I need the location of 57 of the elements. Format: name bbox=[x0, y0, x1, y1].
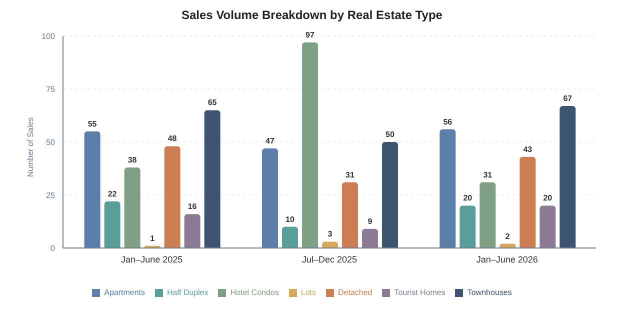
x-tick-label: Jul–Dec 2025 bbox=[302, 254, 358, 264]
y-tick-label: 0 bbox=[50, 244, 56, 253]
data-label: 48 bbox=[168, 134, 178, 144]
bar bbox=[322, 242, 338, 248]
legend-label: Apartments bbox=[104, 288, 146, 297]
bar bbox=[184, 214, 200, 248]
bar bbox=[124, 167, 140, 248]
data-label: 67 bbox=[563, 94, 573, 103]
bar bbox=[84, 131, 100, 248]
data-label: 16 bbox=[188, 202, 198, 212]
bar bbox=[362, 228, 378, 248]
bar bbox=[164, 146, 180, 248]
legend-label: Tourist Homes bbox=[394, 288, 446, 297]
bar bbox=[560, 106, 576, 248]
bar bbox=[302, 42, 318, 248]
data-label: 31 bbox=[483, 170, 493, 180]
data-label: 20 bbox=[463, 194, 473, 203]
x-tick-label: Jan–June 2025 bbox=[121, 254, 183, 264]
data-label: 10 bbox=[286, 214, 295, 224]
data-label: 3 bbox=[328, 230, 333, 239]
data-label: 50 bbox=[386, 130, 395, 139]
data-label: 56 bbox=[443, 117, 453, 126]
bar bbox=[460, 206, 476, 248]
data-label: 43 bbox=[523, 144, 533, 154]
y-tick-label: 75 bbox=[46, 84, 56, 94]
data-label: 2 bbox=[505, 232, 510, 241]
y-tick-label: 50 bbox=[46, 138, 56, 147]
data-label: 38 bbox=[128, 155, 138, 164]
bar bbox=[520, 156, 536, 248]
bar bbox=[382, 142, 398, 248]
data-label: 47 bbox=[266, 136, 275, 146]
data-label: 31 bbox=[346, 170, 355, 180]
data-label: 20 bbox=[543, 194, 553, 203]
legend-label: Lots bbox=[300, 288, 316, 297]
chart-title: Sales Volume Breakdown by Real Estate Type bbox=[180, 8, 444, 24]
bar bbox=[262, 148, 278, 248]
bar bbox=[480, 182, 496, 248]
data-label: 55 bbox=[88, 119, 98, 128]
legend-label: Townhouses bbox=[467, 288, 512, 297]
data-label: 65 bbox=[208, 98, 218, 108]
data-label: 9 bbox=[368, 216, 373, 226]
y-tick-label: 25 bbox=[46, 190, 56, 200]
bar bbox=[342, 182, 358, 248]
bar bbox=[204, 110, 220, 248]
legend-label: Half Duplex bbox=[167, 288, 208, 297]
legend-label: Detached bbox=[338, 288, 372, 297]
data-label: 97 bbox=[306, 30, 315, 40]
legend-label: Hotel Condos bbox=[230, 288, 279, 297]
y-tick-label: 100 bbox=[42, 32, 56, 41]
y-axis-title: Number of Sales bbox=[26, 117, 35, 177]
bar bbox=[104, 201, 120, 248]
x-tick-label: Jan–June 2026 bbox=[476, 254, 538, 264]
bar bbox=[540, 206, 556, 248]
bar bbox=[282, 226, 298, 248]
bar bbox=[440, 129, 456, 248]
data-label: 22 bbox=[108, 189, 118, 198]
data-label: 1 bbox=[150, 234, 156, 243]
